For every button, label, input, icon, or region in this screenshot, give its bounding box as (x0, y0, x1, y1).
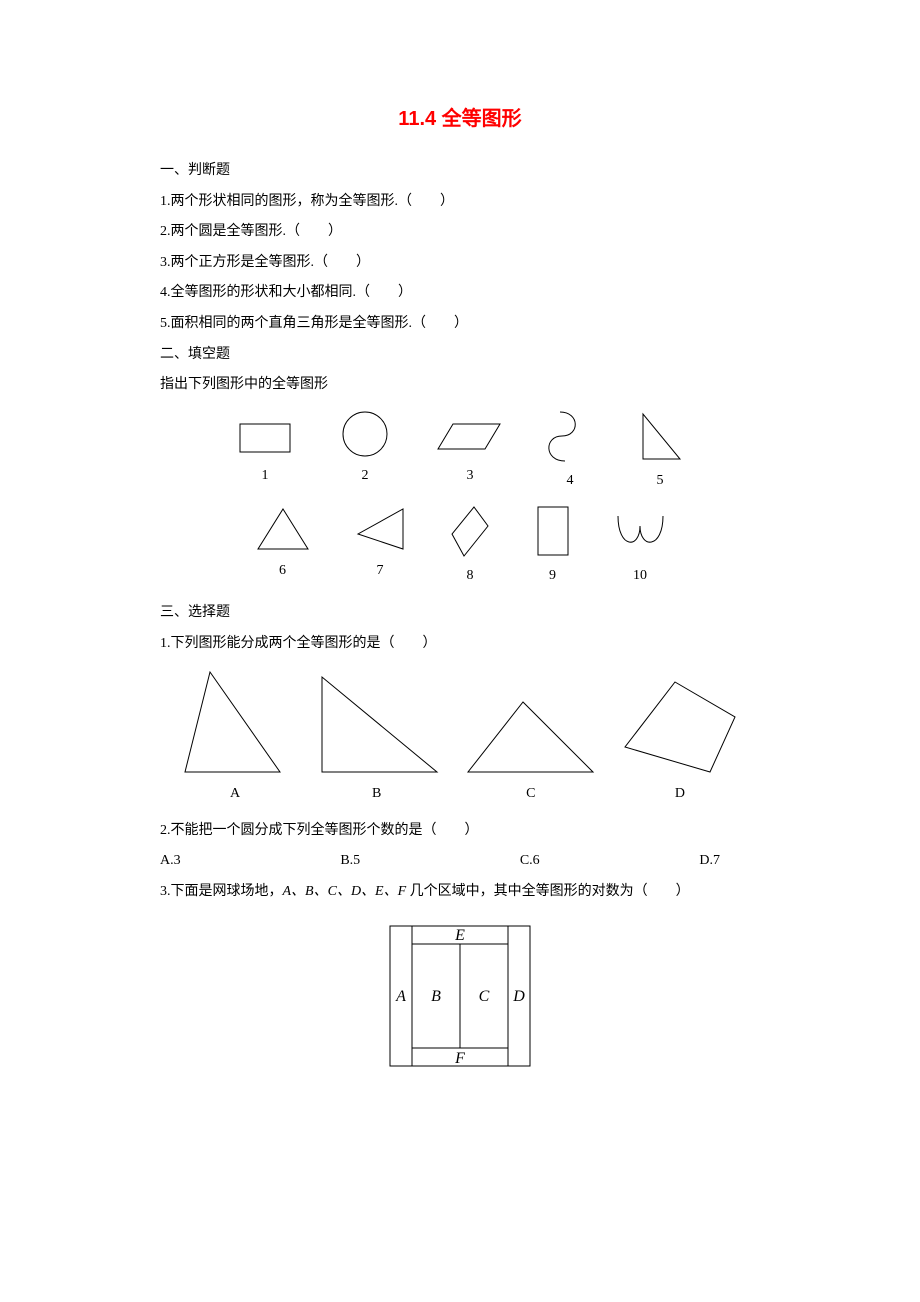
q3-3-text: 3.下面是网球场地，A、B、C、D、E、F 几个区域中，其中全等图形的对数为（ … (160, 879, 760, 906)
s1-q1: 1.两个形状相同的图形，称为全等图形.（ ） (160, 189, 760, 216)
page-title: 11.4 全等图形 (160, 100, 760, 138)
tennis-court-icon: A B C D E F (380, 916, 540, 1076)
choice-d-label: D (675, 781, 685, 808)
fig-3-label: 3 (467, 463, 474, 490)
q3-2-options: A.3 B.5 C.6 D.7 (160, 848, 760, 875)
q3-2-text: 2.不能把一个圆分成下列全等图形个数的是（ ） (160, 818, 760, 845)
choice-a-triangle-icon (180, 667, 290, 777)
fig-2-label: 2 (362, 463, 369, 490)
choice-c-label: C (526, 781, 535, 808)
tennis-f: F (454, 1050, 465, 1067)
fig-7-triangle-left-icon (353, 504, 408, 554)
fig-5-right-triangle-icon (635, 409, 685, 464)
section-3-header: 三、选择题 (160, 600, 760, 627)
q3-2-opt-c: C.6 (520, 848, 540, 875)
q3-3-pre: 3.下面是网球场地， (160, 884, 283, 899)
choice-a-label: A (230, 781, 240, 808)
tennis-d: D (512, 988, 525, 1005)
fig-10-s-curve-icon (613, 504, 668, 559)
fig-5-label: 5 (657, 468, 664, 495)
s1-q2: 2.两个圆是全等图形.（ ） (160, 219, 760, 246)
section-2-prompt: 指出下列图形中的全等图形 (160, 372, 760, 399)
q3-2-opt-d: D.7 (699, 848, 720, 875)
figure-row-2: 6 7 8 9 10 (160, 504, 760, 590)
fig-10-label: 10 (633, 563, 647, 590)
fig-1-rectangle-icon (235, 409, 295, 459)
q3-1-choices: A B C D (180, 667, 740, 808)
section-1-header: 一、判断题 (160, 158, 760, 185)
tennis-e: E (454, 927, 465, 944)
fig-2-circle-icon (335, 409, 395, 459)
fig-9-label: 9 (549, 563, 556, 590)
fig-4-label: 4 (567, 468, 574, 495)
choice-c-triangle-icon (463, 697, 598, 777)
q3-3-vars: A、B、C、D、E、F (283, 884, 407, 899)
fig-9-rect-vert-icon (533, 504, 573, 559)
choice-d-quad-icon (620, 677, 740, 777)
choice-b-right-triangle-icon (312, 672, 442, 777)
choice-b-label: B (372, 781, 381, 808)
fig-8-diamond-icon (448, 504, 493, 559)
s1-q5: 5.面积相同的两个直角三角形是全等图形.（ ） (160, 311, 760, 338)
fig-7-label: 7 (377, 558, 384, 585)
tennis-b: B (431, 988, 441, 1005)
q3-1-text: 1.下列图形能分成两个全等图形的是（ ） (160, 631, 760, 658)
fig-6-triangle-icon (253, 504, 313, 554)
fig-6-label: 6 (279, 558, 286, 585)
fig-4-s-curve-icon (545, 409, 595, 464)
s1-q4: 4.全等图形的形状和大小都相同.（ ） (160, 280, 760, 307)
fig-3-parallelogram-icon (435, 409, 505, 459)
fig-1-label: 1 (262, 463, 269, 490)
tennis-a: A (395, 988, 406, 1005)
fig-8-label: 8 (467, 563, 474, 590)
q3-2-opt-a: A.3 (160, 848, 181, 875)
figure-row-1: 1 2 3 4 5 (160, 409, 760, 495)
s1-q3: 3.两个正方形是全等图形.（ ） (160, 250, 760, 277)
q3-3-post: 几个区域中，其中全等图形的对数为（ ） (406, 884, 690, 899)
section-2-header: 二、填空题 (160, 342, 760, 369)
tennis-c: C (479, 988, 490, 1005)
q3-2-opt-b: B.5 (340, 848, 360, 875)
